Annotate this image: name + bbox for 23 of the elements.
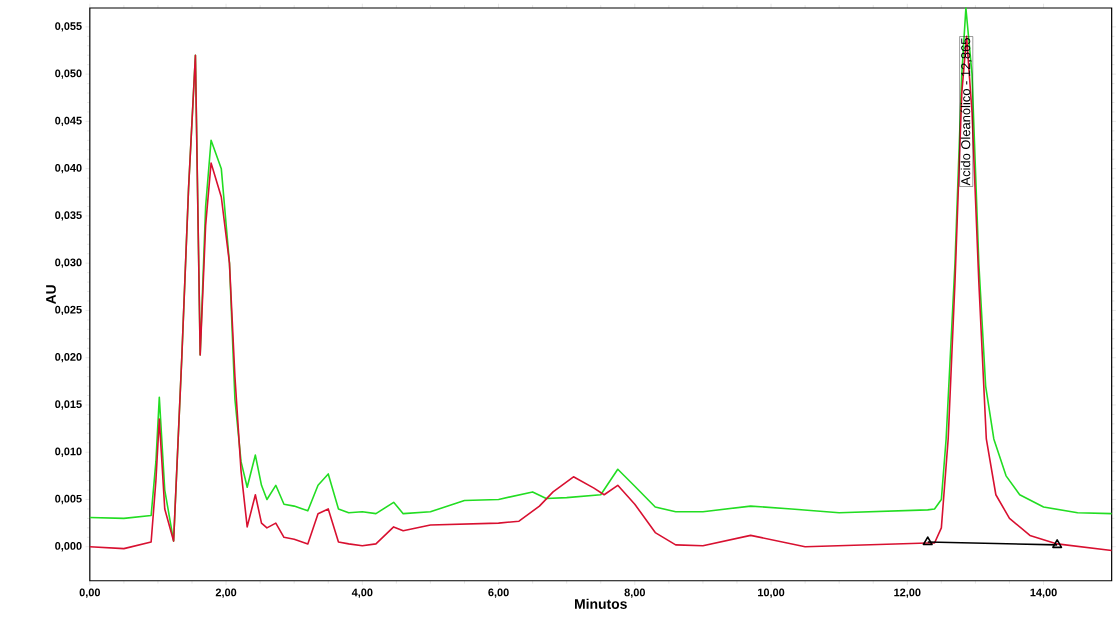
x-tick-label: 0,00 <box>79 588 101 599</box>
y-tick-label: 0,040 <box>55 164 82 174</box>
x-tick-label: 14,00 <box>1030 588 1057 599</box>
x-axis-title: Minutos <box>575 598 627 610</box>
x-tick-label: 2,00 <box>215 588 237 599</box>
y-tick-label: 0,050 <box>55 69 82 79</box>
y-tick-label: 0,030 <box>55 258 82 269</box>
x-tick-label: 10,00 <box>758 588 785 599</box>
y-tick-label: 0,055 <box>55 22 82 32</box>
x-tick-label: 4,00 <box>351 588 373 599</box>
y-tick-label: 0,010 <box>55 447 82 458</box>
x-tick-label: 12,00 <box>894 588 921 599</box>
y-tick-label: 0,000 <box>55 542 82 552</box>
y-tick-label: 0,045 <box>55 116 82 127</box>
y-tick-label: 0,035 <box>55 211 82 221</box>
y-tick-label: 0,005 <box>55 494 82 505</box>
y-tick-label: 0,020 <box>55 353 82 363</box>
y-axis-title: AU <box>46 285 56 305</box>
x-tick-label: 6,00 <box>488 588 509 599</box>
y-tick-label: 0,025 <box>55 305 82 316</box>
x-tick-label: 8,00 <box>624 588 645 599</box>
annotation: Acido Oleanólico - 12,865 <box>960 38 972 186</box>
y-tick-label: 0,015 <box>55 400 82 410</box>
